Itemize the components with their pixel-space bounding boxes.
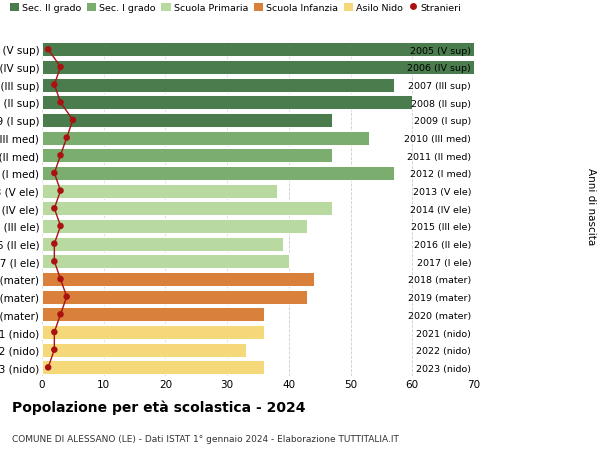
Point [56,276,65,283]
Point [56,188,65,195]
Point [56,152,65,160]
Legend: Sec. II grado, Sec. I grado, Scuola Primaria, Scuola Infanzia, Asilo Nido, Stran: Sec. II grado, Sec. I grado, Scuola Prim… [6,0,466,17]
Text: COMUNE DI ALESSANO (LE) - Dati ISTAT 1° gennaio 2024 - Elaborazione TUTTITALIA.I: COMUNE DI ALESSANO (LE) - Dati ISTAT 1° … [12,434,399,443]
Bar [42,325,264,339]
Point [50,205,59,213]
Text: Anni di nascita: Anni di nascita [586,168,596,245]
Point [62,134,71,142]
Point [50,241,59,248]
Bar [42,237,283,251]
Bar [42,96,412,110]
Point [68,117,77,124]
Bar [42,343,245,357]
Point [56,64,65,72]
Point [56,311,65,319]
Text: Popolazione per età scolastica - 2024: Popolazione per età scolastica - 2024 [12,399,305,414]
Point [56,99,65,106]
Bar [42,184,277,198]
Bar [42,308,264,322]
Point [50,329,59,336]
Bar [42,149,332,163]
Point [50,258,59,265]
Bar [42,114,332,128]
Bar [42,78,394,92]
Point [50,82,59,89]
Bar [42,202,332,216]
Point [50,346,59,353]
Bar [42,219,307,234]
Bar [42,43,474,57]
Bar [42,255,289,269]
Point [62,293,71,301]
Bar [42,61,474,75]
Bar [42,131,369,146]
Bar [42,167,394,181]
Bar [42,272,314,286]
Point [43,364,53,371]
Point [56,223,65,230]
Point [43,46,53,54]
Bar [42,360,264,375]
Point [50,170,59,177]
Bar [42,290,307,304]
